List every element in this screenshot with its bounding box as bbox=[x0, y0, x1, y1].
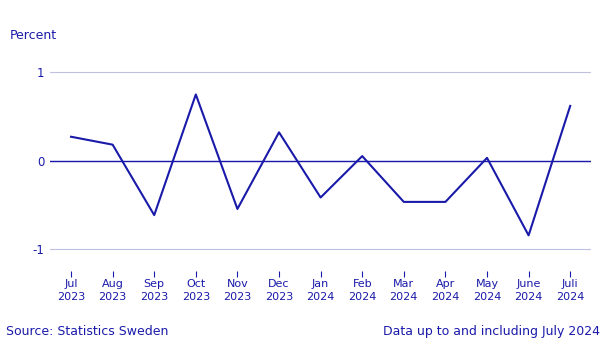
Text: Data up to and including July 2024: Data up to and including July 2024 bbox=[383, 325, 600, 338]
Text: Percent: Percent bbox=[10, 29, 57, 42]
Text: Source: Statistics Sweden: Source: Statistics Sweden bbox=[6, 325, 168, 338]
